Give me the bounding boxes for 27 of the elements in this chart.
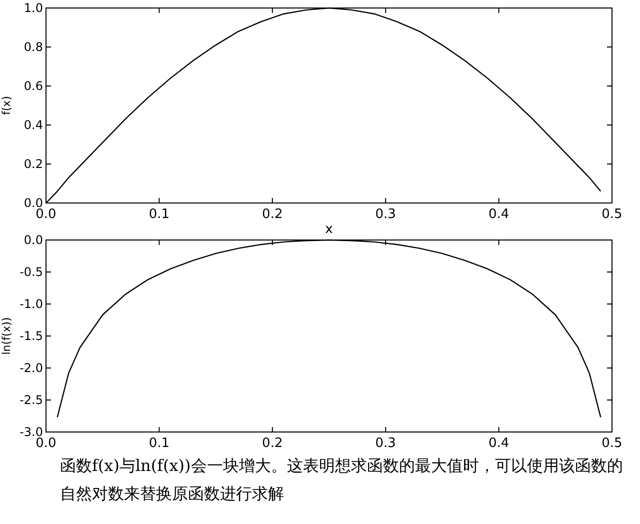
text: 函数f(x)与ln(f(x))会一块增大。这表明想求函数的最大值时，可以使用该函数的自然对数来替换原函数进行求解 [60,455,624,505]
y-axis-title: ln(f(x)) [0,317,13,355]
y-tick-label: -2.0 [20,361,43,375]
y-axis-title: f(x) [0,96,13,115]
y-tick-label: -1.5 [20,329,43,343]
x-tick-label: 0.0 [36,436,56,451]
x-axis-title: x [325,222,334,237]
x-tick-label: 0.3 [375,436,396,451]
y-tick-label: 0.0 [24,233,43,247]
y-tick-label: 0.2 [24,157,43,171]
x-tick-label: 0.3 [375,207,396,222]
x-tick-label: 0.4 [488,207,510,222]
x-tick-label: 0.0 [36,207,56,222]
x-tick-label: 0.4 [488,436,510,451]
y-tick-label: -1.0 [20,297,43,311]
y-tick-label: 0.6 [24,79,43,93]
y-tick-label: 0.4 [24,118,43,132]
x-tick-label: 0.5 [602,207,622,222]
y-tick-label: 1.0 [24,1,43,15]
x-tick-label: 0.5 [602,436,622,451]
y-tick-label: -0.5 [20,265,43,279]
y-tick-label: -2.5 [20,393,43,407]
x-tick-label: 0.2 [262,207,283,222]
x-tick-label: 0.1 [148,207,170,222]
x-tick-label: 0.2 [262,436,283,451]
y-tick-label: 0.8 [24,40,43,54]
x-tick-label: 0.1 [148,436,170,451]
